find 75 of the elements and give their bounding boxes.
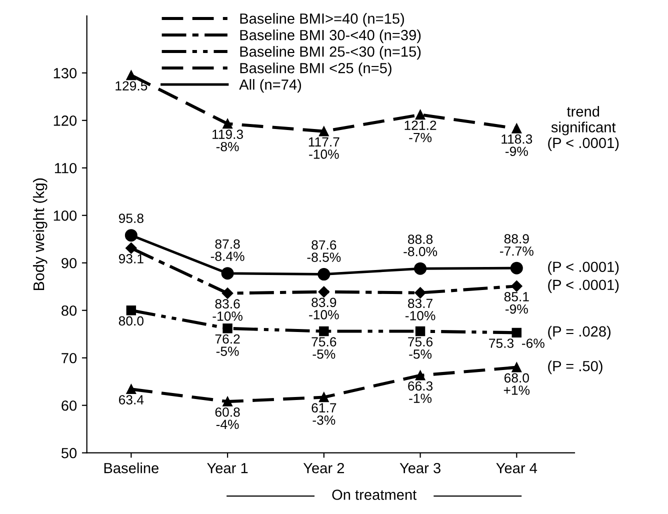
- point: [510, 262, 523, 274]
- point: [126, 384, 136, 394]
- point: [415, 370, 426, 380]
- data-label: 83.9 -10%: [309, 298, 339, 320]
- y-tick-label: 70: [62, 352, 77, 364]
- point: [512, 362, 522, 372]
- data-label: 63.4: [119, 395, 144, 404]
- data-label: 75.3 -6%: [489, 338, 544, 348]
- y-tick-label: 80: [62, 305, 77, 316]
- annotation: (P = .028): [548, 326, 610, 340]
- y-tick-label: 50: [61, 448, 77, 458]
- point: [415, 110, 426, 120]
- data-label: 87.6 -8.5%: [307, 240, 341, 262]
- point: [319, 392, 329, 402]
- y-tick-label: 100: [54, 210, 77, 221]
- point: [414, 287, 426, 298]
- data-label: 95.8: [118, 214, 144, 224]
- point: [319, 326, 329, 336]
- point: [126, 70, 136, 80]
- point: [221, 267, 234, 280]
- point: [222, 288, 234, 299]
- data-label: 75.6 -5%: [408, 337, 433, 359]
- data-label: 68.0 +1%: [504, 373, 530, 395]
- data-label: 118.3 -9%: [502, 134, 532, 156]
- y-tick-label: 130: [54, 68, 77, 78]
- data-label: 88.8 -8.0%: [404, 234, 438, 256]
- legend-label: All (n=74): [239, 79, 302, 93]
- point: [319, 126, 329, 136]
- data-label: 117.7 -10%: [308, 137, 340, 159]
- data-label: 61.7 -3%: [312, 403, 336, 425]
- point: [222, 118, 232, 129]
- y-tick-label: 120: [54, 116, 77, 126]
- point: [415, 326, 426, 336]
- data-label: 76.2 -5%: [215, 334, 240, 356]
- y-tick-label: 110: [54, 163, 77, 174]
- data-label: 87.8 -8.4%: [210, 239, 244, 261]
- x-tick-label: Year 2: [303, 462, 344, 474]
- point: [318, 268, 330, 281]
- data-label: 60.8 -4%: [215, 407, 240, 430]
- y-tick-label: 90: [62, 258, 77, 268]
- point: [222, 396, 232, 406]
- x-tick-label: Baseline: [104, 462, 158, 474]
- annotation: (P < .0001): [548, 279, 619, 293]
- point: [512, 328, 522, 338]
- point: [126, 306, 136, 316]
- text: On treatment: [332, 490, 417, 500]
- point: [511, 280, 522, 292]
- point: [126, 242, 137, 254]
- data-label: 75.6 -5%: [312, 337, 336, 359]
- annotation: (P = .50): [548, 360, 602, 374]
- data-label: 66.3 -1%: [408, 381, 433, 403]
- data-label: 83.7 -10%: [405, 298, 436, 320]
- legend-label: Baseline BMI <25 (n=5): [240, 62, 392, 76]
- data-label: 119.3 -8%: [212, 130, 243, 152]
- annotation: (P < .0001): [548, 261, 619, 275]
- point: [512, 124, 522, 134]
- data-label: 121.2 -7%: [404, 120, 436, 142]
- point: [124, 229, 138, 242]
- data-label: 80.0: [118, 316, 144, 326]
- annotation: trend significant (P < .0001): [548, 106, 619, 151]
- legend-label: Baseline BMI>=40 (n=15): [240, 13, 404, 27]
- data-label: 93.1: [118, 254, 144, 264]
- data-label: 83.6 -10%: [212, 299, 242, 321]
- data-label: 88.9 -7.7%: [500, 234, 534, 256]
- y-tick-label: 60: [62, 400, 77, 411]
- legend-label: Baseline BMI 25-<30 (n=15): [240, 46, 421, 60]
- y-axis-title: Body weight (kg): [32, 178, 48, 290]
- data-label: 85.1 -9%: [504, 292, 529, 314]
- x-tick-label: Year 3: [400, 462, 440, 474]
- point: [222, 324, 232, 334]
- point: [414, 262, 427, 275]
- x-tick-label: Year 1: [207, 463, 248, 474]
- x-tick-label: Year 4: [496, 463, 538, 474]
- legend-label: Baseline BMI 30-<40 (n=39): [240, 30, 421, 44]
- point: [318, 286, 330, 298]
